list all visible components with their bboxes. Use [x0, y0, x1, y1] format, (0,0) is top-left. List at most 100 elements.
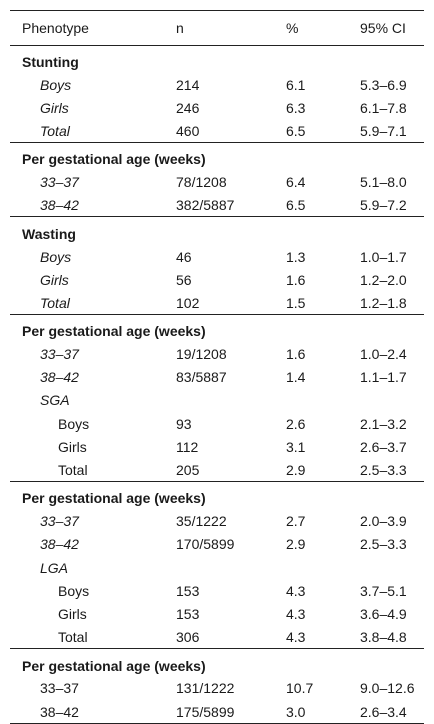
- table-row: Girls 153 4.3 3.6–4.9: [10, 602, 424, 625]
- cell-ci: 2.5–3.3: [360, 461, 407, 478]
- cell-n: 382/5887: [176, 197, 235, 214]
- section-header-row: Per gestational age (weeks): [10, 314, 424, 343]
- table-row: Boys 46 1.3 1.0–1.7: [10, 245, 424, 268]
- table-row: Total 460 6.5 5.9–7.1: [10, 119, 424, 142]
- header-phenotype: Phenotype: [10, 11, 176, 46]
- section-label: Per gestational age (weeks): [10, 314, 424, 343]
- cell-ci: 2.5–3.3: [360, 536, 407, 553]
- cell-percent: 6.3: [286, 99, 306, 116]
- cell-percent: 1.6: [286, 271, 306, 288]
- cell-n: 112: [176, 438, 199, 455]
- table-header-row: Phenotype n % 95% CI: [10, 11, 424, 46]
- cell-n: 170/5899: [176, 536, 235, 553]
- cell-percent: 3.1: [286, 438, 306, 455]
- table-row: Boys 93 2.6 2.1–3.2: [10, 412, 424, 435]
- cell-n: 35/1222: [176, 513, 227, 530]
- row-label: Total: [40, 294, 70, 311]
- phenotype-table-container: Phenotype n % 95% CI Stunting Boys 214 6.1 5…: [10, 10, 424, 724]
- table-row: Boys 214 6.1 5.3–6.9: [10, 73, 424, 96]
- cell-ci: 3.8–4.8: [360, 628, 407, 645]
- table-row: 38–42 382/5887 6.5 5.9–7.2: [10, 194, 424, 217]
- cell-ci: 5.9–7.2: [360, 197, 407, 214]
- table-row: 38–42 175/5899 3.0 2.6–3.4: [10, 700, 424, 723]
- cell-ci: 9.0–12.6: [360, 680, 415, 697]
- row-label: Boys: [58, 582, 90, 599]
- cell-percent: 4.3: [286, 582, 306, 599]
- cell-n: 83/5887: [176, 369, 227, 386]
- table-row: Total 306 4.3 3.8–4.8: [10, 626, 424, 649]
- cell-n: 306: [176, 628, 200, 645]
- cell-percent: 2.6: [286, 415, 306, 432]
- table-row: Girls 56 1.6 1.2–2.0: [10, 268, 424, 291]
- row-label: SGA: [40, 392, 70, 409]
- row-label: 33–37: [40, 513, 79, 530]
- cell-ci: 2.1–3.2: [360, 415, 407, 432]
- table-row: Boys 153 4.3 3.7–5.1: [10, 579, 424, 602]
- cell-n: 46: [176, 248, 192, 265]
- cell-n: 205: [176, 461, 200, 478]
- section-label: Per gestational age (weeks): [10, 648, 424, 677]
- row-label: Total: [58, 628, 88, 645]
- table-row: 38–42 170/5899 2.9 2.5–3.3: [10, 533, 424, 556]
- cell-n: [176, 389, 286, 412]
- cell-percent: 2.9: [286, 461, 306, 478]
- cell-percent: [286, 556, 360, 579]
- cell-n: 19/1208: [176, 346, 227, 363]
- row-label: Girls: [40, 99, 69, 116]
- table-body: Stunting Boys 214 6.1 5.3–6.9 Girls 246 6.3 6.1–…: [10, 45, 424, 723]
- cell-percent: 6.4: [286, 174, 306, 191]
- section-header-row: Per gestational age (weeks): [10, 648, 424, 677]
- section-header-row: Wasting: [10, 216, 424, 245]
- row-label: Girls: [58, 605, 87, 622]
- cell-percent: 6.1: [286, 76, 306, 93]
- cell-ci: 1.2–1.8: [360, 294, 407, 311]
- row-label: Girls: [58, 438, 87, 455]
- row-label: 33–37: [40, 346, 79, 363]
- section-header-row: Per gestational age (weeks): [10, 481, 424, 510]
- section-label: Per gestational age (weeks): [10, 142, 424, 171]
- cell-ci: 5.3–6.9: [360, 76, 407, 93]
- cell-ci: 3.7–5.1: [360, 582, 407, 599]
- section-label: Wasting: [10, 216, 424, 245]
- cell-n: [176, 556, 286, 579]
- row-label: Total: [40, 122, 70, 139]
- cell-n: 93: [176, 415, 192, 432]
- cell-ci: 1.0–2.4: [360, 346, 407, 363]
- cell-n: 246: [176, 99, 200, 116]
- cell-ci: 5.9–7.1: [360, 122, 407, 139]
- table-row: Girls 112 3.1 2.6–3.7: [10, 435, 424, 458]
- row-label: 33–37: [40, 680, 79, 697]
- section-label: Stunting: [22, 53, 79, 70]
- row-label: 33–37: [40, 174, 79, 191]
- cell-n: 214: [176, 76, 200, 93]
- section-header-row: Stunting: [10, 45, 424, 73]
- cell-ci: 2.0–3.9: [360, 513, 407, 530]
- row-label: 38–42: [40, 369, 79, 386]
- row-label: 38–42: [40, 703, 79, 720]
- cell-ci: 6.1–7.8: [360, 99, 407, 116]
- cell-n: 460: [176, 122, 200, 139]
- cell-percent: 1.6: [286, 346, 306, 363]
- table-row: SGA: [10, 389, 424, 412]
- table-row: Girls 246 6.3 6.1–7.8: [10, 96, 424, 119]
- cell-ci: 1.2–2.0: [360, 271, 407, 288]
- cell-percent: [286, 389, 360, 412]
- row-label: Girls: [40, 271, 69, 288]
- cell-n: 175/5899: [176, 703, 235, 720]
- cell-ci: [360, 389, 424, 412]
- cell-n: 153: [176, 605, 200, 622]
- cell-ci: 2.6–3.7: [360, 438, 407, 455]
- cell-percent: 4.3: [286, 628, 306, 645]
- row-label: Boys: [40, 76, 72, 93]
- row-label: 38–42: [40, 197, 79, 214]
- cell-percent: 2.7: [286, 513, 306, 530]
- cell-percent: 1.3: [286, 248, 306, 265]
- cell-ci: 3.6–4.9: [360, 605, 407, 622]
- row-label: 38–42: [40, 536, 79, 553]
- cell-percent: 1.4: [286, 369, 306, 386]
- cell-percent: 6.5: [286, 197, 306, 214]
- table-row: LGA: [10, 556, 424, 579]
- cell-percent: 6.5: [286, 122, 306, 139]
- table-row: Total 205 2.9 2.5–3.3: [10, 458, 424, 481]
- cell-percent: 4.3: [286, 605, 306, 622]
